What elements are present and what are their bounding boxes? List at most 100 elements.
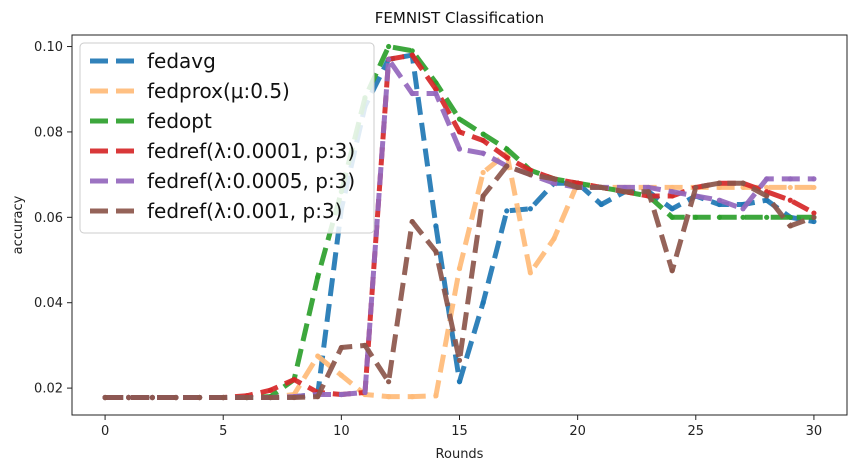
data-point	[622, 189, 628, 195]
data-point	[291, 394, 297, 401]
data-point	[102, 394, 108, 401]
data-point	[716, 214, 723, 220]
data-point	[480, 193, 486, 199]
data-point	[740, 206, 746, 212]
plot-lines	[102, 43, 817, 401]
legend-label: fedref(λ:0.0005, p:3)	[147, 169, 355, 193]
legend-label: fedavg	[147, 49, 216, 73]
chart-title: FEMNIST Classification	[375, 9, 544, 27]
data-point	[740, 180, 746, 186]
data-point	[551, 236, 557, 242]
data-point	[764, 193, 770, 199]
data-point	[669, 268, 675, 274]
data-point	[409, 52, 415, 58]
data-point	[362, 389, 368, 395]
data-point	[740, 214, 746, 220]
x-tick-label: 25	[688, 424, 705, 439]
x-tick-label: 10	[333, 424, 350, 439]
data-point	[409, 48, 415, 54]
data-point	[126, 394, 132, 401]
data-point	[480, 150, 486, 156]
data-point	[267, 387, 274, 393]
data-point	[315, 274, 321, 280]
y-axis-label: accuracy	[11, 195, 26, 254]
y-tick-label: 0.08	[34, 125, 63, 140]
data-point	[787, 223, 793, 229]
data-point	[693, 184, 699, 191]
data-point	[480, 137, 486, 144]
data-point	[787, 184, 793, 191]
data-point	[645, 184, 652, 191]
data-point	[433, 86, 439, 92]
data-point	[456, 265, 463, 272]
data-point	[409, 90, 415, 97]
data-point	[551, 176, 557, 182]
data-point	[338, 391, 344, 398]
data-point	[149, 394, 155, 401]
x-axis: 0 5 10 15 20 25 30	[101, 415, 822, 439]
legend-box	[79, 42, 375, 234]
data-point	[173, 394, 179, 401]
data-point	[315, 394, 321, 400]
data-point	[575, 184, 581, 191]
data-point	[598, 201, 604, 208]
data-point	[244, 394, 250, 401]
data-point	[456, 357, 463, 363]
data-point	[669, 214, 675, 220]
data-point	[456, 379, 463, 385]
data-point	[433, 223, 439, 229]
data-point	[764, 197, 770, 203]
data-point	[456, 129, 463, 135]
data-point	[409, 394, 415, 400]
data-point	[504, 163, 510, 169]
data-point	[811, 184, 817, 191]
data-point	[811, 176, 817, 182]
data-point	[811, 210, 817, 216]
data-point	[291, 376, 297, 383]
data-point	[527, 172, 533, 178]
data-point	[504, 208, 510, 214]
data-point	[433, 90, 439, 97]
data-point	[716, 184, 723, 191]
data-point	[811, 218, 817, 225]
data-point	[267, 394, 274, 401]
x-tick-label: 0	[101, 424, 109, 439]
data-point	[787, 197, 793, 203]
data-point	[598, 184, 604, 191]
data-point	[716, 197, 723, 203]
data-point	[504, 146, 510, 152]
data-point	[527, 270, 533, 276]
data-point	[480, 169, 486, 176]
data-point	[362, 342, 368, 349]
y-tick-label: 0.10	[34, 40, 63, 55]
data-point	[764, 214, 770, 220]
y-tick-label: 0.06	[34, 211, 63, 226]
data-point	[527, 206, 533, 212]
data-point	[669, 193, 675, 199]
data-point	[504, 154, 510, 161]
data-point	[669, 206, 675, 212]
data-point	[386, 43, 392, 50]
data-point	[764, 184, 770, 191]
data-point	[220, 394, 226, 401]
data-point	[433, 393, 439, 399]
data-point	[433, 248, 439, 255]
data-point	[669, 189, 675, 195]
data-point	[338, 372, 344, 378]
data-point	[787, 176, 793, 182]
x-tick-label: 15	[451, 424, 468, 439]
legend: fedavg fedprox(μ:0.5) fedopt fedref(λ:0.000…	[79, 42, 375, 234]
data-point	[386, 379, 392, 385]
data-point	[645, 189, 652, 195]
data-point	[196, 394, 203, 401]
data-point	[315, 353, 321, 359]
data-point	[693, 214, 699, 220]
legend-label: fedopt	[147, 109, 212, 133]
legend-label: fedref(λ:0.0001, p:3)	[147, 139, 355, 163]
data-point	[787, 214, 793, 220]
data-point	[811, 214, 817, 220]
data-point	[456, 146, 463, 152]
data-point	[669, 184, 675, 191]
data-point	[480, 300, 486, 306]
